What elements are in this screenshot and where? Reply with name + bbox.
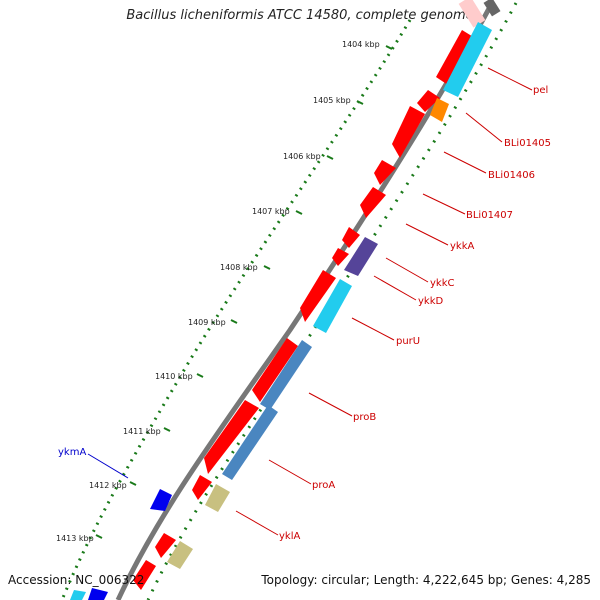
tick-label: 1404 kbp xyxy=(342,40,380,49)
gene-label-pel[interactable]: pel xyxy=(533,85,548,96)
gene-feature[interactable] xyxy=(70,590,86,600)
leader-line xyxy=(405,223,449,246)
inner-tick-track xyxy=(146,2,518,600)
gene-feature[interactable] xyxy=(430,98,449,122)
gene-label-bli01407[interactable]: BLi01407 xyxy=(466,210,513,221)
leader-line xyxy=(351,317,395,341)
leader-line xyxy=(465,112,503,143)
gene-feature[interactable] xyxy=(342,227,360,248)
gene-feature[interactable] xyxy=(192,475,212,500)
leader-line xyxy=(373,275,417,301)
gene-label-puru[interactable]: purU xyxy=(396,336,420,347)
tick-label: 1408 kbp xyxy=(220,263,258,272)
tick-track xyxy=(60,19,412,600)
gene-labels: pel BLi01405 BLi01406 BLi01407 ykkA ykkC… xyxy=(58,85,551,542)
leader-line xyxy=(268,459,312,485)
leader-line xyxy=(385,257,429,283)
gene-feature[interactable] xyxy=(155,533,176,558)
map-title: Bacillus licheniformis ATCC 14580, compl… xyxy=(126,8,474,23)
gene-feature[interactable] xyxy=(483,0,501,17)
cds-outer-strand xyxy=(133,30,475,590)
gene-feature[interactable] xyxy=(436,30,475,85)
gene-feature[interactable] xyxy=(167,541,193,569)
gene-feature[interactable] xyxy=(360,187,386,218)
gene-feature[interactable] xyxy=(222,405,278,480)
tick-mark xyxy=(230,319,238,324)
gene-feature[interactable] xyxy=(458,0,486,28)
genome-summary-text: Topology: circular; Length: 4,222,645 bp… xyxy=(261,573,591,587)
tick-mark xyxy=(326,155,334,160)
gene-feature[interactable] xyxy=(417,90,440,112)
tick-label: 1412 kbp xyxy=(89,481,127,490)
tick-label: 1409 kbp xyxy=(188,318,226,327)
gene-label-ykka[interactable]: ykkA xyxy=(450,241,475,252)
tick-mark xyxy=(295,210,303,215)
genome-backbone xyxy=(115,1,495,600)
tick-label: 1405 kbp xyxy=(313,96,351,105)
gene-feature[interactable] xyxy=(88,588,108,600)
gene-feature[interactable] xyxy=(392,106,425,158)
gene-feature[interactable] xyxy=(204,400,259,474)
label-leaders xyxy=(235,67,533,536)
leader-line xyxy=(422,193,466,215)
tick-mark xyxy=(385,45,393,50)
gene-feature[interactable] xyxy=(260,340,312,410)
gene-feature[interactable] xyxy=(300,270,336,322)
leader-line xyxy=(87,453,129,479)
tick-mark xyxy=(263,265,271,270)
tick-mark xyxy=(95,534,103,539)
tick-mark xyxy=(196,373,204,378)
leader-line xyxy=(443,151,487,174)
gene-feature[interactable] xyxy=(332,248,349,266)
leader-line xyxy=(487,67,533,91)
tick-mark xyxy=(129,481,137,486)
gene-feature[interactable] xyxy=(150,489,172,511)
gene-feature[interactable] xyxy=(252,338,298,402)
tick-label: 1407 kbp xyxy=(252,207,290,216)
accession-text: Accession: NC_006322 xyxy=(8,573,145,587)
gene-label-prob[interactable]: proB xyxy=(353,412,376,423)
tick-label: 1410 kbp xyxy=(155,372,193,381)
gene-label-proa[interactable]: proA xyxy=(312,480,335,491)
gene-feature[interactable] xyxy=(133,560,156,590)
tick-label: 1411 kbp xyxy=(123,427,161,436)
cds-inner-strand xyxy=(70,22,492,600)
tick-label: 1413 kbp xyxy=(56,534,94,543)
tick-mark xyxy=(356,100,364,105)
tick-label: 1406 kbp xyxy=(283,152,321,161)
gene-label-bli01406[interactable]: BLi01406 xyxy=(488,170,535,181)
tick-mark xyxy=(163,427,171,432)
gene-feature[interactable] xyxy=(313,279,352,333)
gene-label-bli01405[interactable]: BLi01405 xyxy=(504,138,551,149)
gene-feature[interactable] xyxy=(344,237,378,276)
tick-group: 1404 kbp 1405 kbp 1406 kbp 1407 kbp 1408… xyxy=(56,40,393,543)
gene-feature[interactable] xyxy=(443,22,492,97)
gene-label-ykla[interactable]: yklA xyxy=(279,531,300,542)
gene-label-ykkc[interactable]: ykkC xyxy=(430,278,455,289)
gene-label-ykma[interactable]: ykmA xyxy=(58,447,86,458)
gene-feature[interactable] xyxy=(374,160,396,185)
gene-label-ykkd[interactable]: ykkD xyxy=(418,296,444,307)
leader-line xyxy=(235,510,279,536)
gene-feature[interactable] xyxy=(205,484,230,512)
leader-line xyxy=(308,392,353,417)
